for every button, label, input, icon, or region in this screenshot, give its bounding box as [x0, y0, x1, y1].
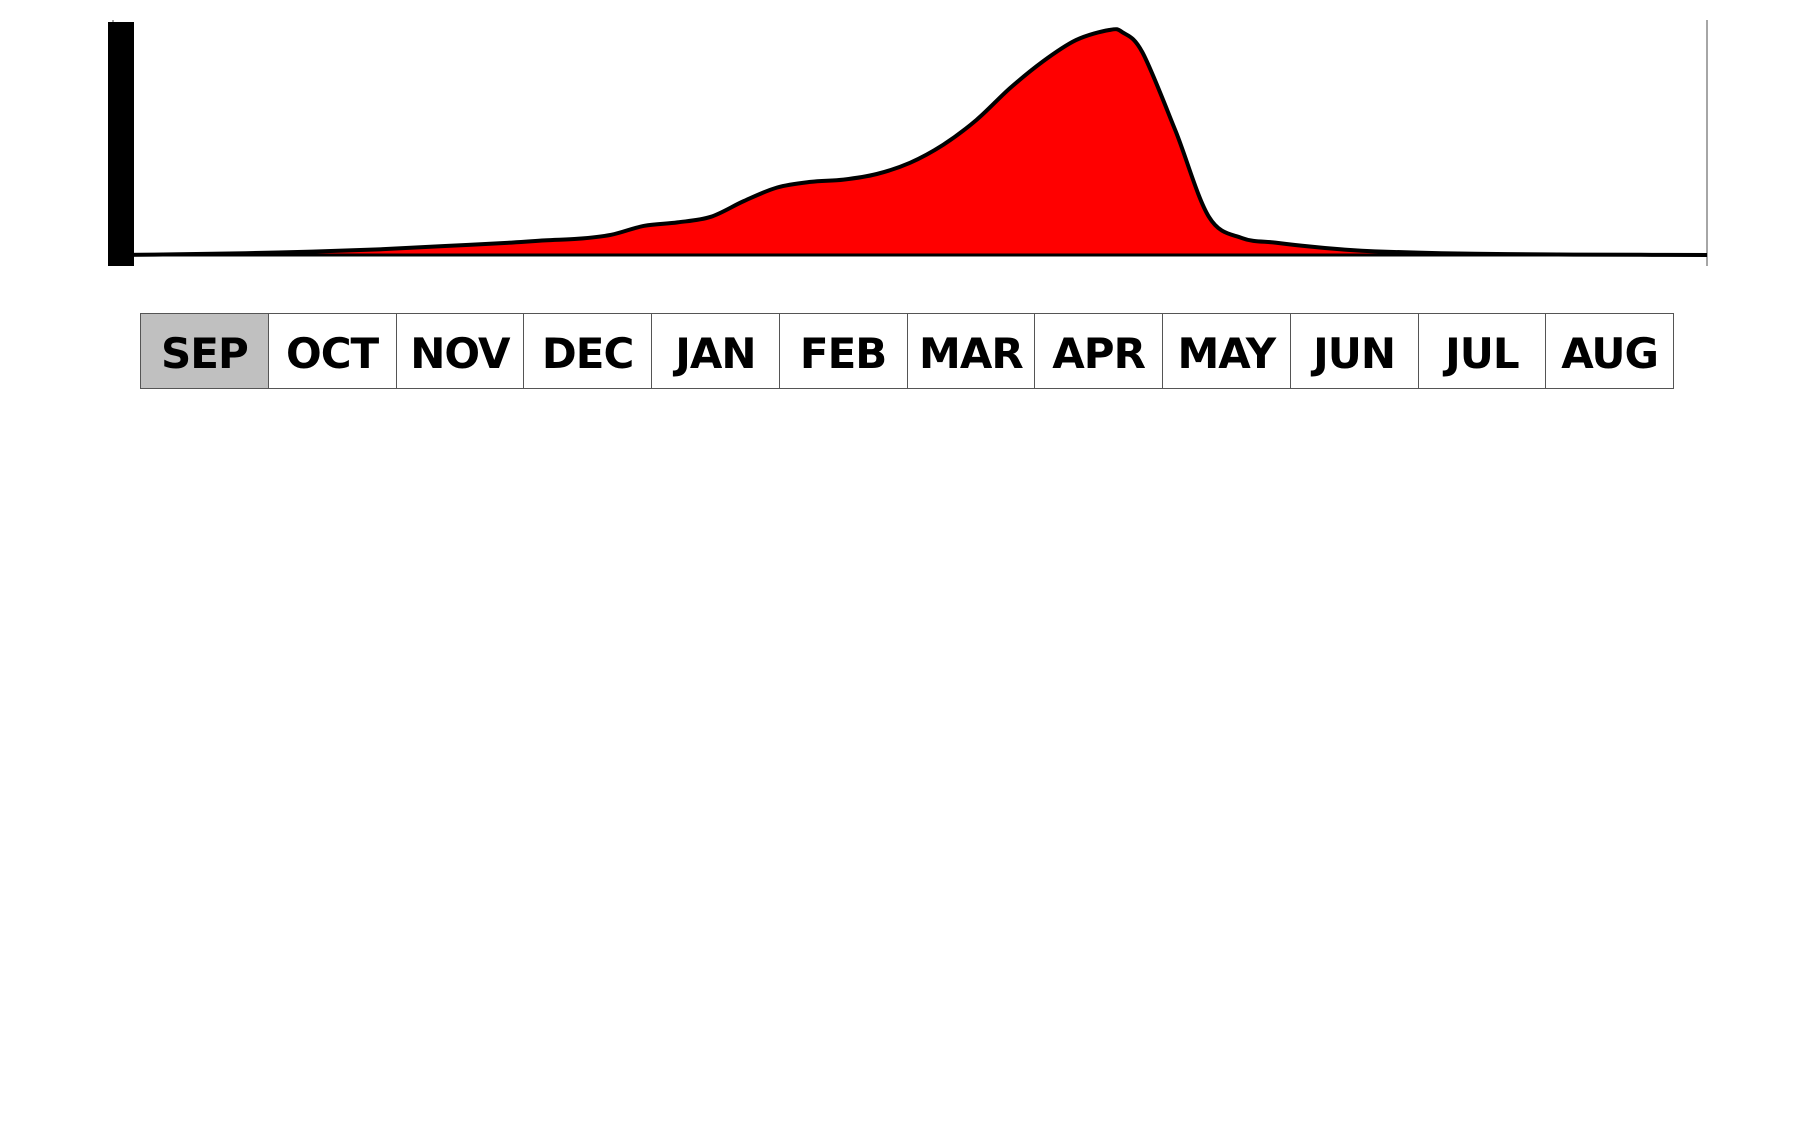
month-cell-jul: JUL	[1418, 314, 1547, 388]
month-cell-oct: OCT	[268, 314, 397, 388]
month-strip: SEP OCT NOV DEC JAN FEB MAR APR MAY JUN JUL AUG	[140, 313, 1674, 389]
month-cell-aug: AUG	[1546, 314, 1673, 388]
month-cell-jun: JUN	[1290, 314, 1419, 388]
month-cell-apr: APR	[1035, 314, 1163, 388]
month-cell-sep: SEP	[141, 314, 269, 388]
area-series-fill	[113, 29, 1707, 255]
month-cell-nov: NOV	[396, 314, 525, 388]
seasonal-area-chart	[108, 20, 1708, 266]
month-cell-feb: FEB	[779, 314, 908, 388]
month-cell-mar: MAR	[907, 314, 1036, 388]
area-series-line	[112, 27, 1708, 257]
month-cell-jan: JAN	[652, 314, 780, 388]
month-cell-may: MAY	[1163, 314, 1291, 388]
month-cell-dec: DEC	[524, 314, 652, 388]
current-time-marker	[108, 22, 134, 266]
